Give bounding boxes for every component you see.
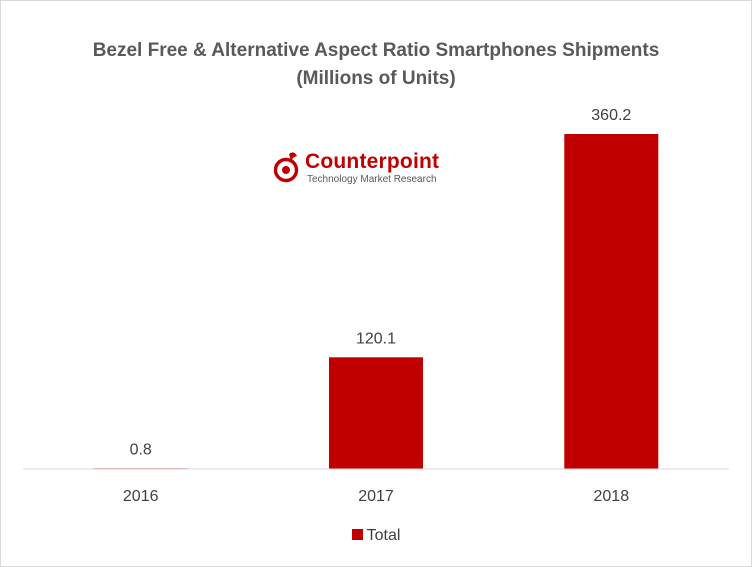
bars-group xyxy=(93,134,659,469)
counterpoint-logo: Counterpoint Technology Market Research xyxy=(273,150,463,190)
chart-subtitle: (Millions of Units) xyxy=(296,68,456,89)
legend-label: Total xyxy=(366,527,401,544)
bar-2017 xyxy=(329,357,423,469)
chart-title: Bezel Free & Alternative Aspect Ratio Sm… xyxy=(1,37,751,93)
data-labels-group: 0.8 120.1 360.2 xyxy=(130,107,632,458)
data-label-2016: 0.8 xyxy=(130,441,152,458)
x-tick-label-2018: 2018 xyxy=(594,488,630,505)
counterpoint-logo-icon xyxy=(273,152,299,183)
chart-title-line: Bezel Free & Alternative Aspect Ratio Sm… xyxy=(92,40,660,61)
x-tick-label-2016: 2016 xyxy=(123,488,159,505)
x-tick-labels-group: 2016 2017 2018 xyxy=(123,488,629,505)
data-label-2018: 360.2 xyxy=(591,107,631,124)
bar-2018 xyxy=(564,134,659,469)
x-tick-label-2017: 2017 xyxy=(358,488,394,505)
legend: Total xyxy=(1,525,751,547)
bar-plot: 0.8 120.1 360.2 2016 2017 2018 xyxy=(23,107,729,505)
logo-name: Counterpoint xyxy=(305,150,440,173)
data-label-2017: 120.1 xyxy=(356,330,396,347)
logo-tagline: Technology Market Research xyxy=(307,174,437,185)
legend-swatch xyxy=(351,529,363,541)
